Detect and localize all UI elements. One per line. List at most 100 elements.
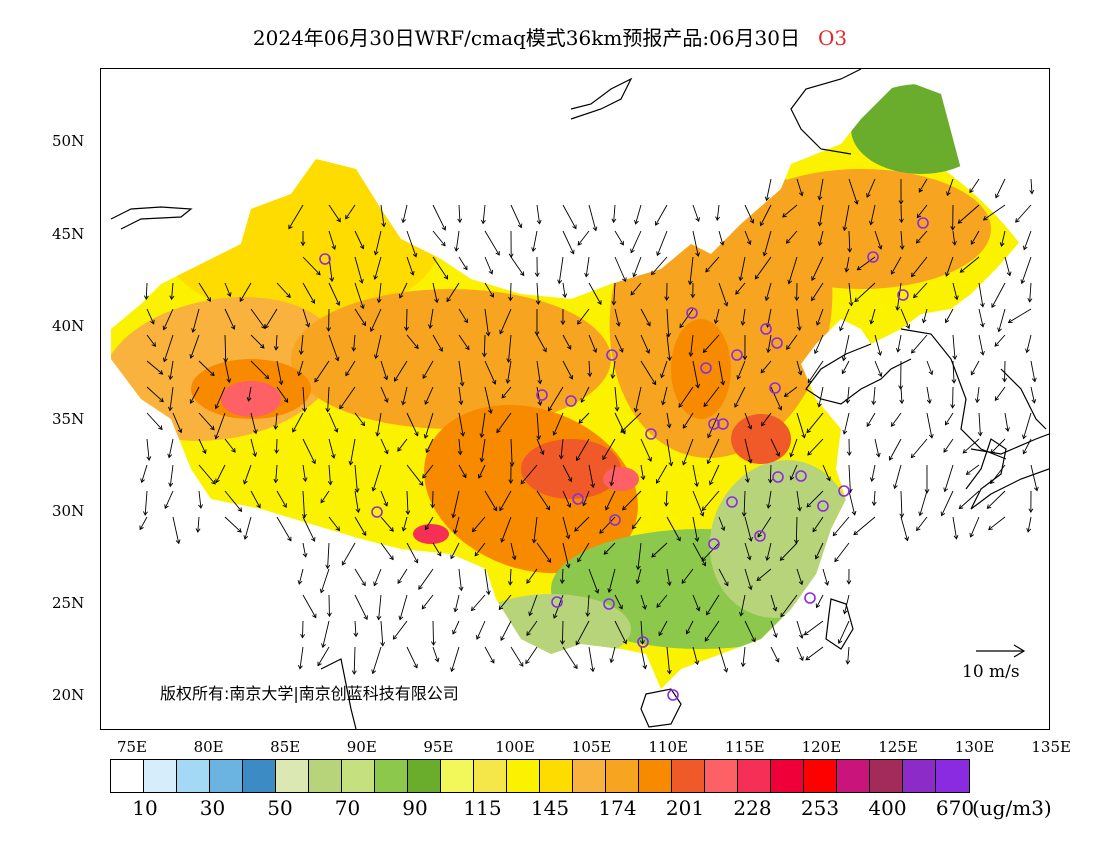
wind-vector	[871, 386, 877, 406]
wind-vector	[562, 334, 572, 350]
wind-vector	[744, 412, 753, 430]
wind-vector	[422, 464, 434, 479]
wind-vector	[535, 282, 541, 305]
wind-vector	[276, 490, 287, 508]
wind-vector	[759, 204, 772, 227]
city-markers	[319, 217, 929, 701]
wind-vector	[477, 464, 486, 479]
city-marker	[700, 362, 712, 374]
wind-vector	[250, 438, 258, 458]
wind-vector	[805, 646, 824, 661]
city-marker	[536, 389, 548, 401]
wind-vector	[560, 308, 566, 326]
wind-vector	[450, 542, 460, 560]
wind-vector	[701, 490, 720, 512]
wind-vector	[458, 334, 470, 351]
wind-vector	[847, 230, 853, 253]
wind-vector	[536, 360, 543, 385]
title-text: 2024年06月30日WRF/cmaq模式36km预报产品:06月30日	[252, 26, 800, 50]
wind-vector	[899, 386, 905, 405]
wind-vector	[146, 360, 164, 375]
wind-vector	[458, 412, 466, 437]
legend-swatch	[837, 760, 870, 792]
wind-vector	[164, 490, 174, 510]
wind-vector	[756, 568, 772, 582]
wind-vector	[398, 594, 408, 621]
legend-value-label: 174	[598, 796, 637, 820]
wind-vector	[814, 542, 824, 560]
wind-vector	[982, 204, 1006, 221]
wind-vector	[353, 620, 359, 638]
wind-vector	[302, 282, 316, 304]
wind-vector	[738, 594, 746, 617]
wind-vector	[834, 542, 850, 563]
city-marker	[686, 307, 698, 319]
legend-swatch	[705, 760, 738, 792]
legend-value-label: 115	[463, 796, 502, 820]
wind-vector	[656, 230, 668, 257]
wind-vector	[1022, 412, 1032, 440]
wind-vector	[302, 594, 317, 619]
wind-vector	[766, 490, 772, 509]
wind-vector	[302, 542, 308, 558]
reference-vector-label: 10 m/s	[962, 662, 1020, 682]
wind-vector	[841, 360, 850, 375]
wind-vector	[354, 282, 365, 310]
wind-vectors	[139, 178, 1039, 675]
wind-vector	[276, 360, 284, 386]
wind-vector	[297, 568, 304, 585]
wind-vector	[458, 308, 468, 324]
legend-swatch	[210, 760, 243, 792]
legend-value-label: 10	[132, 796, 158, 820]
lon-tick-label: 130E	[954, 738, 995, 756]
o3-contour-region	[603, 467, 639, 491]
legend-swatch	[507, 760, 540, 792]
wind-vector	[479, 438, 486, 463]
wind-vector	[341, 542, 356, 566]
wind-vector	[288, 204, 304, 230]
wind-vector	[587, 360, 593, 378]
wind-vector	[189, 334, 200, 359]
wind-vector	[562, 360, 574, 380]
wind-vector	[375, 412, 382, 437]
city-marker	[769, 382, 781, 394]
wind-vector	[811, 256, 824, 281]
wind-vector	[770, 620, 778, 639]
wind-vector	[634, 204, 642, 225]
wind-vector	[406, 256, 415, 276]
wind-vector	[424, 516, 434, 531]
wind-vector	[685, 620, 694, 635]
wind-vector	[167, 386, 174, 412]
wind-vector	[520, 464, 538, 485]
wind-vector	[224, 516, 242, 533]
chart-title: 2024年06月30日WRF/cmaq模式36km预报产品:06月30日 O3	[0, 22, 1100, 51]
wind-vector	[681, 568, 694, 584]
wind-vector	[425, 438, 434, 454]
wind-vector	[614, 386, 620, 412]
wind-vector	[264, 308, 278, 329]
wind-vector	[910, 438, 928, 459]
wind-vector	[812, 516, 824, 533]
o3-contour-region	[731, 414, 791, 464]
lat-tick-label: 25N	[52, 594, 85, 612]
wind-vector	[839, 308, 850, 332]
wind-vector	[817, 386, 824, 408]
o3-contour-region	[291, 289, 611, 429]
wind-vector	[611, 282, 617, 306]
wind-vector	[585, 594, 591, 617]
wind-vector	[246, 386, 252, 402]
wind-vector	[584, 256, 590, 278]
wind-vector	[910, 256, 928, 278]
wind-vector	[868, 204, 876, 226]
wind-vector	[715, 204, 721, 222]
wind-vector	[874, 438, 881, 458]
wind-vector	[168, 464, 174, 488]
wind-vector	[622, 490, 642, 511]
wind-vector	[406, 412, 419, 437]
city-marker	[645, 428, 657, 440]
legend-swatch	[144, 760, 177, 792]
wind-vector	[744, 568, 753, 591]
wind-vector	[406, 542, 419, 564]
wind-vector	[692, 204, 700, 222]
wind-vector	[1020, 256, 1032, 285]
